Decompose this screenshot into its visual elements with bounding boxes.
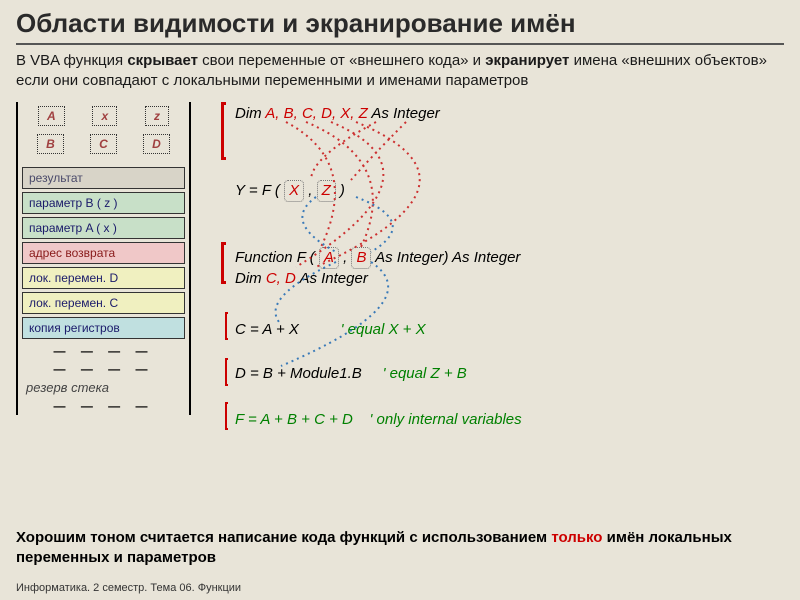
intro-p4: экранирует — [485, 52, 569, 69]
code-area: Dim A, B, C, D, X, Z As Integer Y = F ( … — [221, 102, 784, 462]
stack-cell-6: копия регистров — [22, 317, 185, 339]
l3-b: B — [351, 247, 371, 269]
var-x: x — [92, 106, 117, 126]
intro-p1: В VBA функция — [16, 52, 127, 69]
intro-p2: скрывает — [127, 52, 198, 69]
bracket-3 — [225, 312, 228, 340]
l7-pre: F = A + B + C + D — [235, 411, 353, 428]
stack-cell-1: параметр B ( z ) — [22, 192, 185, 214]
slide-footer: Информатика. 2 семестр. Тема 06. Функции — [16, 582, 241, 594]
l2-post: ) — [336, 182, 345, 199]
fn-p1: Хорошим тоном считается написание кода ф… — [16, 529, 551, 546]
l5-pre: C = A + X — [235, 321, 299, 338]
stack-reserve: резерв стека — [22, 378, 185, 397]
var-B: B — [37, 134, 64, 154]
stack-dash1: — — — — — [22, 342, 185, 360]
l4-pre: Dim — [235, 270, 266, 287]
fn-p2: только — [551, 529, 602, 546]
code-l1: Dim A, B, C, D, X, Z As Integer — [235, 104, 440, 124]
code-l2: Y = F ( X , Z ) — [235, 180, 345, 202]
bracket-1 — [221, 102, 226, 160]
var-D: D — [143, 134, 170, 154]
code-l6: D = B + Module1.B ' equal Z + B — [235, 364, 467, 384]
stack-vars-row2: B C D — [22, 130, 185, 158]
footer-note: Хорошим тоном считается написание кода ф… — [16, 528, 784, 569]
stack-vars-row1: A x z — [22, 102, 185, 130]
l2-x: X — [284, 180, 304, 202]
l1-pre: Dim — [235, 105, 265, 122]
intro-text: В VBA функция скрывает свои переменные о… — [16, 51, 784, 92]
bracket-4 — [225, 358, 228, 386]
var-z: z — [145, 106, 169, 126]
bracket-2 — [221, 242, 226, 284]
code-l7: F = A + B + C + D ' only internal variab… — [235, 410, 522, 430]
l6-comment: ' equal Z + B — [383, 365, 467, 382]
l1-vars: A, B, C, D, X, Z — [265, 105, 368, 122]
l2-mid: , — [304, 182, 317, 199]
code-l3: Function F ( A , B As Integer) As Intege… — [235, 247, 520, 269]
l3-pre: Function F ( — [235, 249, 319, 266]
l3-mid1: , — [339, 249, 352, 266]
slide-title: Области видимости и экранирование имён — [16, 8, 784, 45]
intro-p3: свои переменные от «внешнего кода» и — [198, 52, 485, 69]
l2-z: Z — [317, 180, 336, 202]
l4-post: As Integer — [296, 270, 368, 287]
stack-cell-0: результат — [22, 167, 185, 189]
l3-a: A — [319, 247, 339, 269]
stack-cell-2: параметр A ( x ) — [22, 217, 185, 239]
stack-cell-5: лок. перемен. C — [22, 292, 185, 314]
l1-post: As Integer — [368, 105, 440, 122]
stack-diagram: A x z B C D результат параметр B ( z ) пар… — [16, 102, 191, 415]
l6-pre: D = B + Module1.B — [235, 365, 362, 382]
stack-cell-3: адрес возврата — [22, 242, 185, 264]
stack-dash2: — — — — — [22, 360, 185, 378]
l4-vars: C, D — [266, 270, 296, 287]
code-l5: C = A + X ' equal X + X — [235, 320, 426, 340]
var-A: A — [38, 106, 65, 126]
stack-dash3: — — — — — [22, 397, 185, 415]
stack-cell-4: лок. перемен. D — [22, 267, 185, 289]
var-C: C — [90, 134, 117, 154]
l5-comment: ' equal X + X — [341, 321, 426, 338]
code-l4: Dim C, D As Integer — [235, 269, 368, 289]
l3-mid2: As Integer) As Integer — [371, 249, 520, 266]
l2-pre: Y = F ( — [235, 182, 284, 199]
bracket-5 — [225, 402, 228, 430]
l7-comment: ' only internal variables — [370, 411, 522, 428]
